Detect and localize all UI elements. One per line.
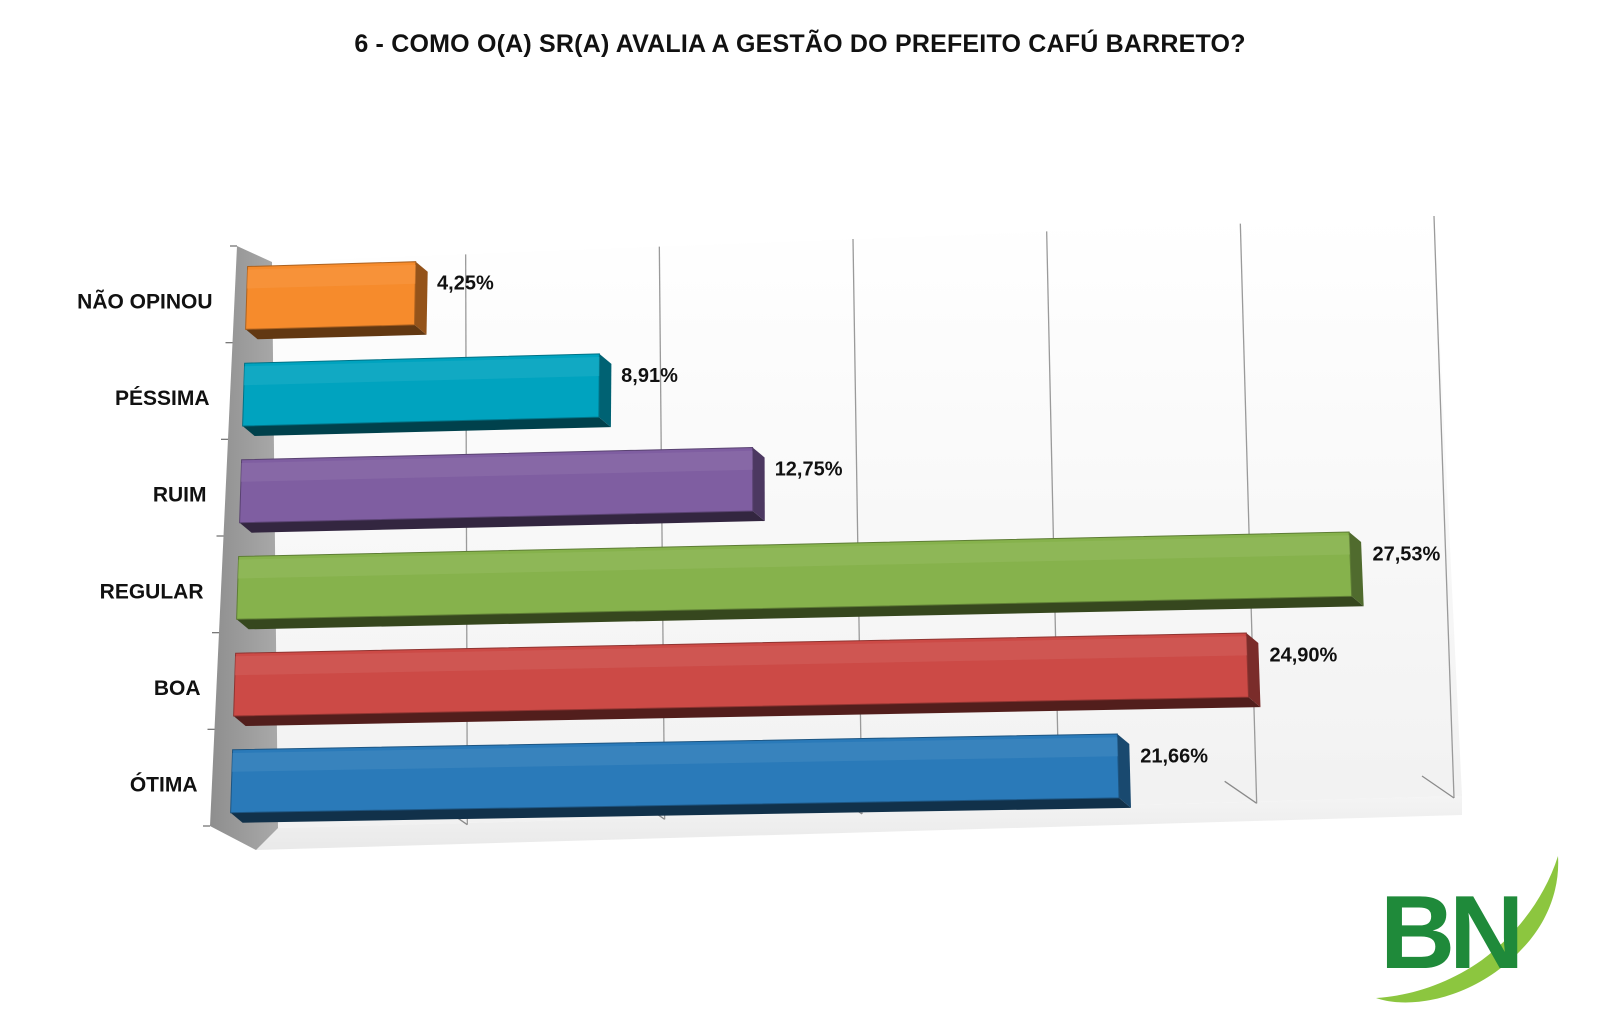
axis-ticks bbox=[203, 245, 237, 827]
floor bbox=[210, 796, 1462, 850]
bar-highlight bbox=[240, 450, 753, 482]
logo-swoosh bbox=[1376, 856, 1559, 1003]
logo-text: BN bbox=[1380, 875, 1518, 991]
floor-tick bbox=[1224, 780, 1258, 804]
bar-bottom-face bbox=[236, 596, 1364, 630]
bar-highlight bbox=[246, 264, 416, 289]
category-label: REGULAR bbox=[100, 580, 204, 603]
value-label: 8,91% bbox=[621, 365, 678, 387]
bar-bottom-face bbox=[233, 697, 1261, 726]
category-label: RUIM bbox=[153, 484, 207, 507]
bar--tima bbox=[230, 733, 1132, 823]
category-label: ÓTIMA bbox=[130, 773, 198, 797]
category-label: BOA bbox=[154, 677, 201, 700]
value-label: 12,75% bbox=[775, 459, 843, 481]
category-label: NÃO OPINOU bbox=[77, 290, 212, 313]
chart-title: 6 - COMO O(A) SR(A) AVALIA A GESTÃO DO P… bbox=[354, 30, 1246, 58]
gridline bbox=[852, 238, 863, 815]
value-label: 24,90% bbox=[1270, 644, 1338, 666]
gridline bbox=[1433, 215, 1455, 799]
bar-highlight bbox=[243, 357, 600, 386]
bar-end-face bbox=[1246, 633, 1261, 708]
bar-ruim bbox=[239, 446, 765, 533]
bar-end-face bbox=[752, 447, 765, 521]
gridline bbox=[465, 254, 468, 825]
bar-highlight bbox=[237, 535, 1350, 579]
gridline bbox=[1046, 231, 1060, 809]
value-label: 27,53% bbox=[1372, 544, 1440, 566]
floor-tick bbox=[1421, 775, 1455, 799]
bar-end-face bbox=[598, 353, 612, 428]
bar-end-face bbox=[414, 261, 428, 335]
bar-regular bbox=[236, 531, 1364, 630]
bar-highlight bbox=[231, 737, 1118, 772]
bar-n-o-opinou bbox=[245, 261, 428, 340]
bar-p-ssima bbox=[242, 353, 612, 436]
category-label: PÉSSIMA bbox=[115, 387, 210, 410]
gridline bbox=[658, 246, 666, 820]
bar-bottom-face bbox=[242, 417, 611, 436]
bar-bottom-face bbox=[230, 797, 1132, 823]
value-label: 21,66% bbox=[1140, 745, 1208, 767]
bar-bottom-face bbox=[239, 511, 765, 533]
labels: NÃO OPINOU 4,25% PÉSSIMA 8,91% RUIM 12,75% REG… bbox=[77, 273, 1440, 797]
bar-highlight bbox=[234, 636, 1248, 676]
bn-logo: BN bbox=[1376, 856, 1559, 1003]
bar-boa bbox=[233, 632, 1261, 726]
bars bbox=[230, 261, 1364, 823]
bar-end-face bbox=[1117, 734, 1131, 808]
value-label: 4,25% bbox=[437, 273, 494, 295]
bar-end-face bbox=[1349, 532, 1364, 607]
